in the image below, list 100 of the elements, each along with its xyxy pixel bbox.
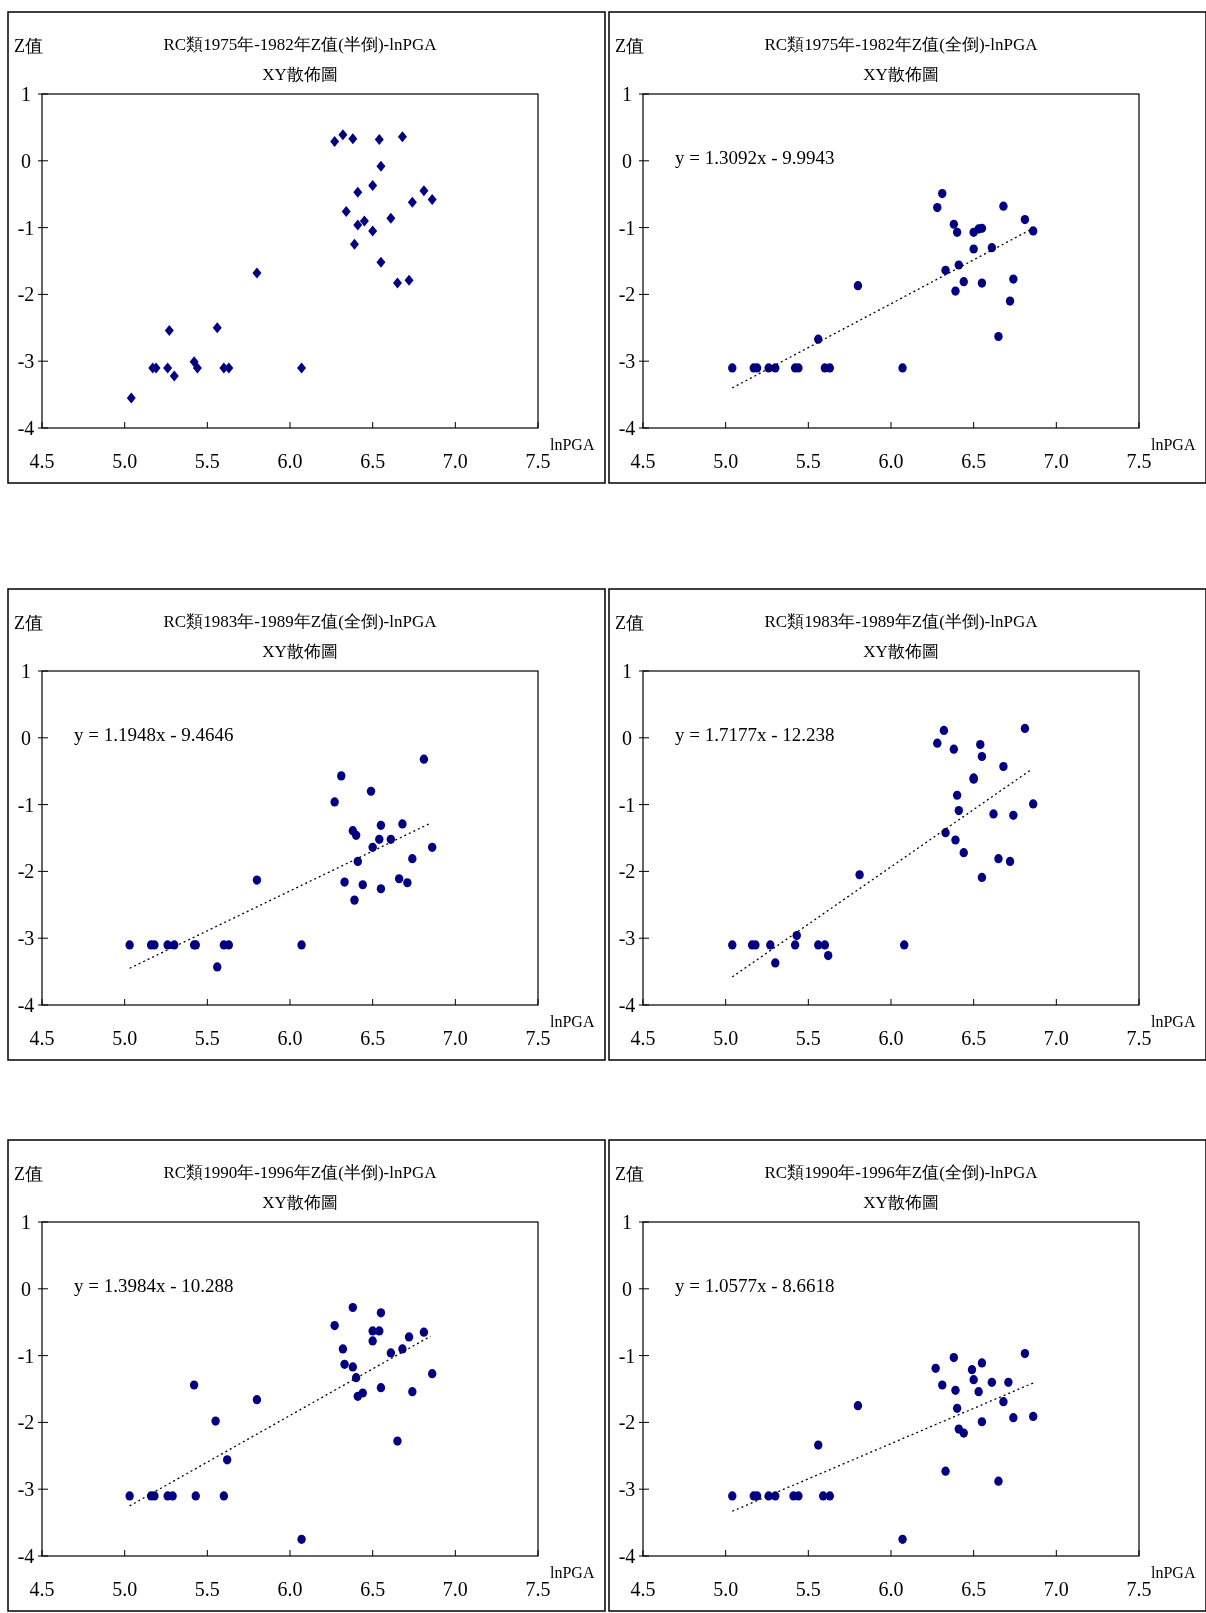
point [392,277,402,289]
point [792,930,801,941]
x-tick-label: 7.5 [1126,450,1152,472]
x-tick-label: 6.5 [360,450,386,472]
point [368,180,378,192]
x-axis-title: lnPGA [550,1013,595,1030]
y-tick-label: -1 [17,1344,35,1367]
point [212,322,222,334]
point [969,244,978,254]
point [164,324,174,336]
y-tick-label: 1 [622,660,632,682]
y-tick-label: 0 [622,726,632,749]
point [358,1388,367,1398]
point [771,1491,780,1501]
x-tick-label: 6.0 [878,1578,904,1600]
annotation: y = 1.0577x - 8.6618 [675,1275,835,1297]
point [170,940,179,950]
x-tick-label: 4.5 [630,1027,656,1049]
point [951,1385,960,1395]
annotation: y = 1.3984x - 10.288 [74,1275,234,1297]
point [994,1476,1003,1486]
point [349,238,359,250]
x-tick-label: 7.0 [1043,450,1069,472]
chart-subtitle: XY散佈圖 [863,65,939,84]
point [252,267,262,279]
x-tick-label: 5.5 [194,1578,220,1600]
point [252,875,262,885]
point [959,848,968,858]
point [939,725,949,736]
x-tick-label: 6.0 [878,1027,904,1049]
point [941,1466,950,1476]
y-tick-label: -4 [618,1545,636,1567]
y-tick-label: -4 [618,417,636,439]
point [999,1397,1008,1407]
y-tick-label: -3 [618,350,636,373]
point [376,884,386,894]
x-tick-label: 7.0 [442,1027,468,1049]
point [353,186,363,198]
point [941,828,950,838]
x-tick-label: 7.5 [525,1027,551,1049]
point [192,362,202,374]
x-tick-label: 4.5 [630,450,656,472]
point [366,786,376,796]
point [191,1491,200,1501]
y-tick-label: -2 [618,1411,636,1434]
y-tick-label: -2 [17,283,35,306]
point [1020,214,1030,225]
point [213,962,222,972]
point [375,1326,384,1336]
point [408,854,417,864]
x-axis-title: lnPGA [1151,1013,1196,1030]
point [941,265,950,275]
x-tick-label: 5.5 [795,450,821,472]
chart-subtitle: XY散佈圖 [863,1193,939,1212]
point [987,1377,997,1387]
point [419,1327,429,1337]
chart-title: RC類1983年-1989年Z值(全倒)-lnPGA [163,612,438,631]
point [954,260,963,270]
point [999,201,1008,211]
y-tick-label: -1 [17,793,35,816]
point [976,739,985,750]
point [374,133,384,145]
x-axis-title: lnPGA [550,436,595,453]
point [341,206,351,218]
point [951,835,960,845]
point [330,135,340,147]
point [126,392,136,404]
x-tick-label: 7.0 [442,450,468,472]
y-tick-label: 1 [21,660,31,682]
point [330,797,339,807]
point [358,880,367,890]
point [348,133,358,145]
point [977,872,987,883]
x-tick-label: 6.5 [360,1027,386,1049]
chart-title: RC類1990年-1996年Z值(全倒)-lnPGA [764,1163,1039,1182]
point [933,738,942,748]
point [933,202,942,213]
x-tick-label: 5.0 [713,450,739,472]
x-tick-label: 5.5 [795,1578,821,1600]
y-tick-label: 1 [21,83,31,105]
point [252,1395,262,1405]
point [350,895,359,905]
point [900,940,909,950]
y-tick-label: -4 [17,994,35,1016]
point [376,1383,386,1393]
x-tick-label: 5.0 [713,1027,739,1049]
x-tick-label: 6.5 [961,450,987,472]
annotation: y = 1.7177x - 12.238 [675,724,835,746]
point [728,1491,737,1501]
point [353,219,363,231]
y-tick-label: -1 [618,793,636,816]
point [297,362,307,374]
x-tick-label: 5.0 [112,1578,138,1600]
chart-title: RC類1975年-1982年Z值(全倒)-lnPGA [764,35,1039,54]
point [959,1428,968,1438]
point [1009,810,1018,820]
point [404,274,414,286]
x-tick-label: 7.0 [442,1578,468,1600]
point [403,878,412,888]
point [771,958,780,968]
